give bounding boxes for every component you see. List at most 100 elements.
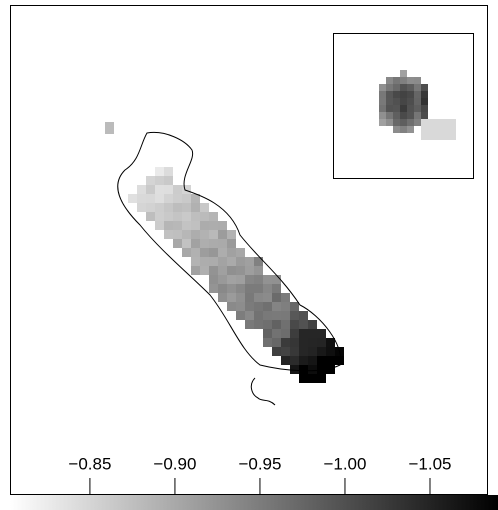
pixel (308, 374, 317, 383)
pixel (400, 126, 407, 133)
pixel (386, 105, 393, 112)
pixel (435, 126, 442, 133)
pixel (407, 98, 414, 105)
pixel (191, 239, 200, 248)
pixel (281, 302, 290, 311)
pixel (290, 320, 299, 329)
spectral-map (128, 167, 344, 383)
pixel (155, 221, 164, 230)
pixel (400, 84, 407, 91)
pixel (209, 275, 218, 284)
pixel (414, 105, 421, 112)
pixel (146, 194, 155, 203)
pixel (449, 133, 456, 140)
pixel (400, 98, 407, 105)
pixel (393, 77, 400, 84)
pixel (164, 221, 173, 230)
pixel (272, 275, 281, 284)
pixel (379, 98, 386, 105)
pixel (182, 221, 191, 230)
pixel (317, 374, 326, 383)
pixel (245, 320, 254, 329)
pixel (281, 338, 290, 347)
pixel (254, 311, 263, 320)
pixel (281, 329, 290, 338)
pixel (227, 239, 236, 248)
contour (117, 131, 342, 372)
pixel (263, 338, 272, 347)
pixel (227, 266, 236, 275)
pixel (272, 302, 281, 311)
pixel (421, 133, 428, 140)
pixel (245, 275, 254, 284)
pixel (442, 133, 449, 140)
pixel (182, 203, 191, 212)
pixel (421, 112, 428, 119)
pixel (164, 212, 173, 221)
pixel (421, 91, 428, 98)
frame (10, 5, 488, 495)
pixel (407, 84, 414, 91)
pixel (281, 347, 290, 356)
pixel (227, 230, 236, 239)
pixel (435, 119, 442, 126)
pixel (317, 338, 326, 347)
pixel (272, 311, 281, 320)
pixel (400, 119, 407, 126)
pixel (435, 133, 442, 140)
pixel (299, 320, 308, 329)
pixel (236, 257, 245, 266)
pixel (191, 221, 200, 230)
pixel (137, 185, 146, 194)
pixel (254, 302, 263, 311)
pixel (414, 84, 421, 91)
pixel (218, 257, 227, 266)
pixel (164, 185, 173, 194)
colorbar (10, 495, 498, 510)
pixel (254, 293, 263, 302)
pixel (400, 112, 407, 119)
pixel (209, 230, 218, 239)
pixel (308, 329, 317, 338)
pixel (191, 230, 200, 239)
pixel (218, 230, 227, 239)
pixel (290, 347, 299, 356)
pixel (200, 248, 209, 257)
tick-label: −0.85 (68, 454, 111, 473)
pixel (146, 176, 155, 185)
pixel (245, 293, 254, 302)
pixel (272, 284, 281, 293)
pixel (209, 266, 218, 275)
pixel (421, 84, 428, 91)
pixel (236, 266, 245, 275)
pixel (326, 356, 335, 365)
pixel (200, 212, 209, 221)
pixel (326, 347, 335, 356)
pixel (236, 311, 245, 320)
pixel (281, 293, 290, 302)
pixel (393, 112, 400, 119)
pixel (299, 374, 308, 383)
pixel (407, 105, 414, 112)
pixel (236, 293, 245, 302)
pixel (182, 212, 191, 221)
pixel (245, 266, 254, 275)
pixel (155, 203, 164, 212)
pixel (218, 221, 227, 230)
pixel (299, 338, 308, 347)
pixel (173, 230, 182, 239)
pixel (386, 112, 393, 119)
pixel (218, 275, 227, 284)
pixel (414, 112, 421, 119)
pixel (442, 126, 449, 133)
pixel (263, 275, 272, 284)
pixel (400, 70, 407, 77)
pixel (209, 212, 218, 221)
pixel (209, 221, 218, 230)
pixel (173, 203, 182, 212)
pixel (155, 194, 164, 203)
pixel (317, 329, 326, 338)
pixel (209, 257, 218, 266)
pixel (299, 347, 308, 356)
